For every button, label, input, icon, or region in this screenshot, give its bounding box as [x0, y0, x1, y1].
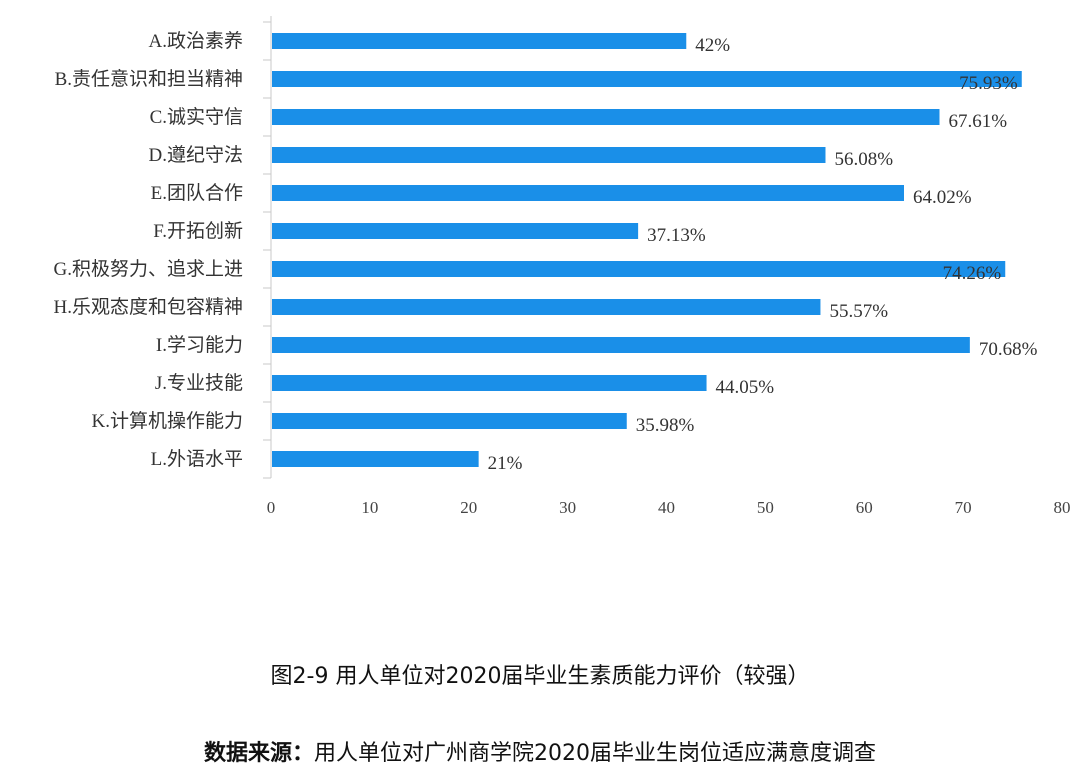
- bar: [272, 337, 970, 353]
- x-tick-label: 60: [856, 498, 873, 517]
- bar: [272, 451, 479, 467]
- value-label: 55.57%: [829, 301, 888, 322]
- category-label: G.积极努力、追求上进: [54, 258, 243, 280]
- value-label: 35.98%: [636, 415, 695, 436]
- category-label: C.诚实守信: [150, 106, 243, 128]
- figure-caption: 图2-9 用人单位对2020届毕业生素质能力评价（较强）: [270, 664, 810, 689]
- category-label: J.专业技能: [155, 372, 243, 394]
- category-label: D.遵纪守法: [149, 144, 243, 166]
- x-tick-label: 30: [559, 498, 576, 517]
- value-label: 64.02%: [913, 187, 972, 208]
- value-label: 74.26%: [943, 263, 1002, 284]
- category-label: L.外语水平: [151, 448, 243, 470]
- category-label: K.计算机操作能力: [92, 410, 243, 432]
- value-label: 37.13%: [647, 225, 706, 246]
- category-label: F.开拓创新: [153, 220, 243, 242]
- value-label: 75.93%: [959, 73, 1018, 94]
- x-tick-label: 80: [1054, 498, 1071, 517]
- bar: [272, 223, 639, 239]
- chart-bars: [272, 33, 1022, 467]
- bar: [272, 33, 687, 49]
- category-label: H.乐观态度和包容精神: [54, 296, 243, 318]
- bar: [272, 185, 904, 201]
- value-label: 21%: [488, 453, 523, 474]
- x-tick-label: 20: [460, 498, 477, 517]
- chart-labels: 0 10 20 30 40 50 60 70 80 A.政治素养 42% B.责任意识和担当精神 75.…: [54, 30, 1071, 517]
- x-tick-label: 10: [361, 498, 378, 517]
- category-label: A.政治素养: [149, 30, 243, 52]
- x-tick-label: 70: [955, 498, 972, 517]
- category-label: I.学习能力: [156, 334, 243, 356]
- bar: [272, 109, 940, 125]
- value-label: 70.68%: [979, 339, 1038, 360]
- bar: [272, 261, 1006, 277]
- value-label: 67.61%: [948, 111, 1007, 132]
- x-tick-label: 50: [757, 498, 774, 517]
- source-line: 数据来源：用人单位对广州商学院2020届毕业生岗位适应满意度调查: [0, 735, 1080, 767]
- category-label: B.责任意识和担当精神: [55, 68, 243, 90]
- category-label: E.团队合作: [151, 182, 243, 204]
- x-tick-label: 40: [658, 498, 675, 517]
- source-key: 数据来源：: [203, 741, 314, 766]
- chart-axes: [263, 16, 272, 479]
- bar: [272, 299, 821, 315]
- bar: [272, 413, 627, 429]
- value-label: 42%: [695, 35, 730, 56]
- value-label: 56.08%: [834, 149, 893, 170]
- bar: [272, 71, 1022, 87]
- bar: [272, 375, 707, 391]
- source-text: 用人单位对广州商学院2020届毕业生岗位适应满意度调查: [314, 741, 876, 766]
- x-tick-label: 0: [267, 498, 276, 517]
- value-label: 44.05%: [716, 377, 775, 398]
- bar-chart: 0 10 20 30 40 50 60 70 80 A.政治素养 42% B.责任意识和担当精神 75.…: [54, 16, 1071, 517]
- bar: [272, 147, 826, 163]
